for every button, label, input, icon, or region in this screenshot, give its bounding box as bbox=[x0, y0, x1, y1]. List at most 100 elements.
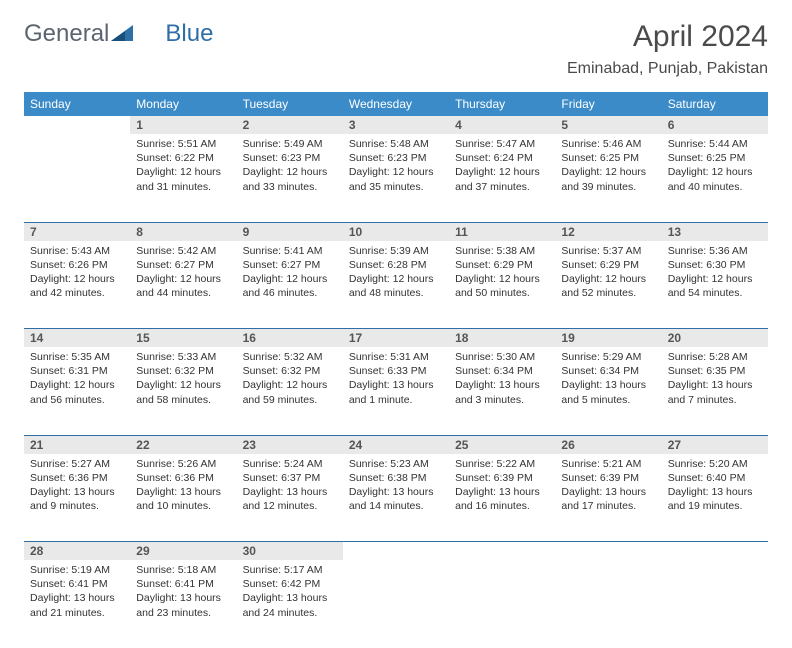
sunset-text: Sunset: 6:36 PM bbox=[136, 471, 230, 485]
day-number: 6 bbox=[662, 116, 768, 134]
sunset-text: Sunset: 6:34 PM bbox=[561, 364, 655, 378]
day2-text: and 42 minutes. bbox=[30, 286, 124, 300]
sunrise-text: Sunrise: 5:37 AM bbox=[561, 244, 655, 258]
day-number: 11 bbox=[449, 222, 555, 241]
sunset-text: Sunset: 6:32 PM bbox=[243, 364, 337, 378]
day-number: 16 bbox=[237, 329, 343, 348]
day-details: Sunrise: 5:33 AMSunset: 6:32 PMDaylight:… bbox=[130, 347, 236, 413]
sunrise-text: Sunrise: 5:29 AM bbox=[561, 350, 655, 364]
day-cell: Sunrise: 5:24 AMSunset: 6:37 PMDaylight:… bbox=[237, 454, 343, 542]
day-number bbox=[662, 542, 768, 561]
day-cell: Sunrise: 5:19 AMSunset: 6:41 PMDaylight:… bbox=[24, 560, 130, 648]
day-cell: Sunrise: 5:43 AMSunset: 6:26 PMDaylight:… bbox=[24, 241, 130, 329]
day-number: 20 bbox=[662, 329, 768, 348]
day-number: 19 bbox=[555, 329, 661, 348]
sunrise-text: Sunrise: 5:35 AM bbox=[30, 350, 124, 364]
day-cell bbox=[449, 560, 555, 648]
day2-text: and 7 minutes. bbox=[668, 393, 762, 407]
day-details: Sunrise: 5:32 AMSunset: 6:32 PMDaylight:… bbox=[237, 347, 343, 413]
day1-text: Daylight: 12 hours bbox=[455, 272, 549, 286]
location-text: Eminabad, Punjab, Pakistan bbox=[567, 60, 768, 78]
day-number: 18 bbox=[449, 329, 555, 348]
day1-text: Daylight: 12 hours bbox=[243, 378, 337, 392]
day-number: 13 bbox=[662, 222, 768, 241]
day-cell: Sunrise: 5:31 AMSunset: 6:33 PMDaylight:… bbox=[343, 347, 449, 435]
sunset-text: Sunset: 6:32 PM bbox=[136, 364, 230, 378]
sunrise-text: Sunrise: 5:47 AM bbox=[455, 137, 549, 151]
day-cell: Sunrise: 5:49 AMSunset: 6:23 PMDaylight:… bbox=[237, 134, 343, 222]
day1-text: Daylight: 12 hours bbox=[136, 272, 230, 286]
day2-text: and 14 minutes. bbox=[349, 499, 443, 513]
day-number-row: 21222324252627 bbox=[24, 435, 768, 454]
day1-text: Daylight: 12 hours bbox=[349, 272, 443, 286]
logo-word-general: General bbox=[24, 20, 109, 48]
sunset-text: Sunset: 6:31 PM bbox=[30, 364, 124, 378]
day-number: 22 bbox=[130, 435, 236, 454]
day1-text: Daylight: 13 hours bbox=[30, 485, 124, 499]
day-number: 26 bbox=[555, 435, 661, 454]
day-details: Sunrise: 5:48 AMSunset: 6:23 PMDaylight:… bbox=[343, 134, 449, 200]
day2-text: and 56 minutes. bbox=[30, 393, 124, 407]
day-content-row: Sunrise: 5:19 AMSunset: 6:41 PMDaylight:… bbox=[24, 560, 768, 648]
sunrise-text: Sunrise: 5:49 AM bbox=[243, 137, 337, 151]
sunrise-text: Sunrise: 5:18 AM bbox=[136, 563, 230, 577]
day-header-row: Sunday Monday Tuesday Wednesday Thursday… bbox=[24, 92, 768, 116]
day2-text: and 5 minutes. bbox=[561, 393, 655, 407]
sunset-text: Sunset: 6:35 PM bbox=[668, 364, 762, 378]
day1-text: Daylight: 12 hours bbox=[455, 165, 549, 179]
sunset-text: Sunset: 6:25 PM bbox=[561, 151, 655, 165]
day-header: Tuesday bbox=[237, 92, 343, 116]
sunset-text: Sunset: 6:33 PM bbox=[349, 364, 443, 378]
sunrise-text: Sunrise: 5:38 AM bbox=[455, 244, 549, 258]
day-cell: Sunrise: 5:28 AMSunset: 6:35 PMDaylight:… bbox=[662, 347, 768, 435]
day2-text: and 54 minutes. bbox=[668, 286, 762, 300]
day1-text: Daylight: 13 hours bbox=[243, 591, 337, 605]
day-details: Sunrise: 5:26 AMSunset: 6:36 PMDaylight:… bbox=[130, 454, 236, 520]
day-details: Sunrise: 5:30 AMSunset: 6:34 PMDaylight:… bbox=[449, 347, 555, 413]
sunset-text: Sunset: 6:39 PM bbox=[561, 471, 655, 485]
day-number: 30 bbox=[237, 542, 343, 561]
day-number: 17 bbox=[343, 329, 449, 348]
sunrise-text: Sunrise: 5:22 AM bbox=[455, 457, 549, 471]
sunset-text: Sunset: 6:24 PM bbox=[455, 151, 549, 165]
day2-text: and 50 minutes. bbox=[455, 286, 549, 300]
month-title: April 2024 bbox=[567, 20, 768, 54]
day1-text: Daylight: 13 hours bbox=[455, 485, 549, 499]
sunset-text: Sunset: 6:26 PM bbox=[30, 258, 124, 272]
day1-text: Daylight: 12 hours bbox=[136, 165, 230, 179]
day1-text: Daylight: 12 hours bbox=[561, 272, 655, 286]
day1-text: Daylight: 13 hours bbox=[349, 485, 443, 499]
sunrise-text: Sunrise: 5:20 AM bbox=[668, 457, 762, 471]
day2-text: and 48 minutes. bbox=[349, 286, 443, 300]
day-header: Monday bbox=[130, 92, 236, 116]
day1-text: Daylight: 12 hours bbox=[243, 165, 337, 179]
sunrise-text: Sunrise: 5:46 AM bbox=[561, 137, 655, 151]
day2-text: and 1 minute. bbox=[349, 393, 443, 407]
day1-text: Daylight: 13 hours bbox=[561, 485, 655, 499]
day-details: Sunrise: 5:20 AMSunset: 6:40 PMDaylight:… bbox=[662, 454, 768, 520]
page-header: General Blue April 2024 Eminabad, Punjab… bbox=[24, 20, 768, 78]
day2-text: and 3 minutes. bbox=[455, 393, 549, 407]
sunset-text: Sunset: 6:27 PM bbox=[243, 258, 337, 272]
day2-text: and 9 minutes. bbox=[30, 499, 124, 513]
day-details: Sunrise: 5:18 AMSunset: 6:41 PMDaylight:… bbox=[130, 560, 236, 626]
day2-text: and 33 minutes. bbox=[243, 180, 337, 194]
day1-text: Daylight: 12 hours bbox=[561, 165, 655, 179]
day1-text: Daylight: 13 hours bbox=[561, 378, 655, 392]
day-header: Saturday bbox=[662, 92, 768, 116]
day-cell: Sunrise: 5:37 AMSunset: 6:29 PMDaylight:… bbox=[555, 241, 661, 329]
day-details: Sunrise: 5:29 AMSunset: 6:34 PMDaylight:… bbox=[555, 347, 661, 413]
sunrise-text: Sunrise: 5:41 AM bbox=[243, 244, 337, 258]
sunrise-text: Sunrise: 5:26 AM bbox=[136, 457, 230, 471]
day2-text: and 24 minutes. bbox=[243, 606, 337, 620]
day-details: Sunrise: 5:46 AMSunset: 6:25 PMDaylight:… bbox=[555, 134, 661, 200]
day-cell: Sunrise: 5:21 AMSunset: 6:39 PMDaylight:… bbox=[555, 454, 661, 542]
day-number: 25 bbox=[449, 435, 555, 454]
day-cell: Sunrise: 5:42 AMSunset: 6:27 PMDaylight:… bbox=[130, 241, 236, 329]
day-details: Sunrise: 5:19 AMSunset: 6:41 PMDaylight:… bbox=[24, 560, 130, 626]
day2-text: and 59 minutes. bbox=[243, 393, 337, 407]
logo-word-blue: Blue bbox=[165, 20, 213, 48]
day2-text: and 19 minutes. bbox=[668, 499, 762, 513]
day2-text: and 58 minutes. bbox=[136, 393, 230, 407]
sunrise-text: Sunrise: 5:28 AM bbox=[668, 350, 762, 364]
